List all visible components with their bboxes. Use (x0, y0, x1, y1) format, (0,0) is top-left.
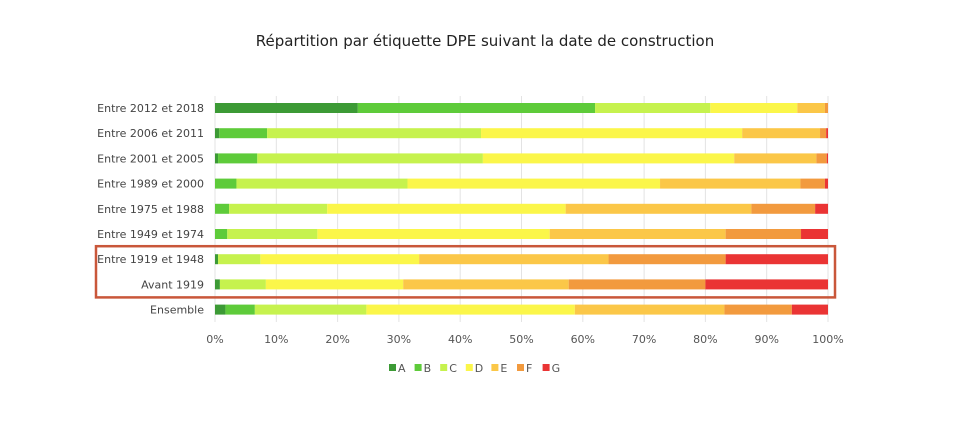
bar-segment-D (265, 279, 404, 290)
legend-swatch-C (440, 364, 448, 371)
bar-segment-G (801, 229, 828, 239)
bar-segment-G (791, 304, 828, 315)
x-tick-label: 30% (387, 333, 411, 346)
bar-segment-F (824, 103, 828, 113)
bar-segment-F (608, 254, 726, 265)
bar-segment-C (257, 153, 483, 164)
x-tick-label: 40% (448, 333, 472, 346)
category-label: Entre 1949 et 1974 (97, 228, 204, 241)
category-label: Entre 1975 et 1988 (97, 203, 204, 216)
legend-label: F (526, 362, 532, 375)
bar-segment-B (215, 178, 237, 189)
bar-segment-G (725, 254, 828, 265)
bar-segment-D (260, 254, 420, 265)
bar-segment-G (826, 153, 828, 164)
bar-segment-C (218, 254, 261, 265)
highlight-box (94, 244, 837, 299)
chart-title: Répartition par étiquette DPE suivant la… (256, 32, 714, 50)
legend-swatch-F (517, 364, 524, 371)
bar-segment-E (565, 203, 752, 214)
category-label: Entre 1919 et 1948 (97, 253, 204, 266)
legend-label: C (449, 362, 457, 375)
bar-segment-B (219, 128, 268, 139)
bar-segment-A (215, 279, 220, 290)
bar-segment-A (215, 153, 219, 164)
x-tick-label: 10% (264, 333, 288, 346)
legend-label: E (500, 362, 507, 375)
bar-segment-G (824, 178, 828, 189)
x-tick-label: 70% (632, 333, 656, 346)
bar-segment-D (327, 203, 566, 214)
bar-segment-D (482, 153, 735, 164)
bar-segment-B (215, 229, 228, 239)
category-label: Entre 2012 et 2018 (97, 102, 204, 115)
legend-swatch-G (542, 364, 550, 371)
bar-segment-G (705, 279, 828, 290)
bar-segment-A (215, 128, 220, 139)
bar-segment-E (742, 128, 821, 139)
category-label: Entre 2001 et 2005 (97, 152, 204, 165)
bar-segment-F (816, 153, 827, 164)
x-tick-label: 100% (812, 333, 843, 346)
bar-segment-F (725, 229, 802, 239)
bar-segment-C (236, 178, 408, 189)
bar-segment-B (357, 103, 596, 113)
bar-segment-C (219, 279, 266, 290)
bar-segment-A (215, 103, 358, 113)
bar-segment-E (549, 229, 726, 239)
bar-segment-F (724, 304, 792, 315)
bar-segment-B (215, 203, 230, 214)
legend-swatch-D (465, 364, 473, 371)
legend-label: D (475, 362, 483, 375)
bar-segment-B (218, 153, 258, 164)
x-tick-label: 90% (754, 333, 778, 346)
category-label: Entre 2006 et 2011 (97, 127, 204, 140)
bar-segment-C (267, 128, 482, 139)
x-tick-label: 60% (571, 333, 595, 346)
bar-segment-C (595, 103, 711, 113)
category-label: Ensemble (150, 304, 204, 317)
bar-segment-E (574, 304, 725, 315)
bar-segment-E (403, 279, 569, 290)
x-tick-label: 0% (206, 333, 223, 346)
bar-segment-F (800, 178, 825, 189)
bar-segment-E (797, 103, 825, 113)
bar-segment-E (660, 178, 801, 189)
bar-segment-F (820, 128, 827, 139)
legend-label: A (398, 362, 406, 375)
bar-segment-G (815, 203, 828, 214)
bar-segment-E (419, 254, 609, 265)
bar-segment-D (407, 178, 661, 189)
bar-segment-B (225, 304, 255, 315)
category-label: Avant 1919 (141, 278, 204, 291)
x-tick-label: 20% (325, 333, 349, 346)
legend-label: B (424, 362, 432, 375)
x-tick-label: 50% (509, 333, 533, 346)
bar-segment-D (366, 304, 575, 315)
bar-segment-C (229, 203, 328, 214)
x-tick-label: 80% (693, 333, 717, 346)
legend-swatch-E (491, 364, 499, 371)
category-label: Entre 1989 et 2000 (97, 178, 204, 191)
bar-segment-D (317, 229, 550, 239)
bar-segment-F (751, 203, 816, 214)
legend-swatch-B (414, 364, 422, 371)
bar-segment-C (254, 304, 367, 315)
bar-segment-E (734, 153, 817, 164)
bar-segment-D (481, 128, 743, 139)
bar-segment-D (710, 103, 798, 113)
bar-segment-C (227, 229, 318, 239)
bar-segment-A (215, 254, 219, 265)
bar-segment-G (826, 128, 828, 139)
bar-segment-A (215, 304, 226, 315)
legend-label: G (552, 362, 561, 375)
bar-segment-F (568, 279, 706, 290)
legend-swatch-A (389, 364, 396, 371)
